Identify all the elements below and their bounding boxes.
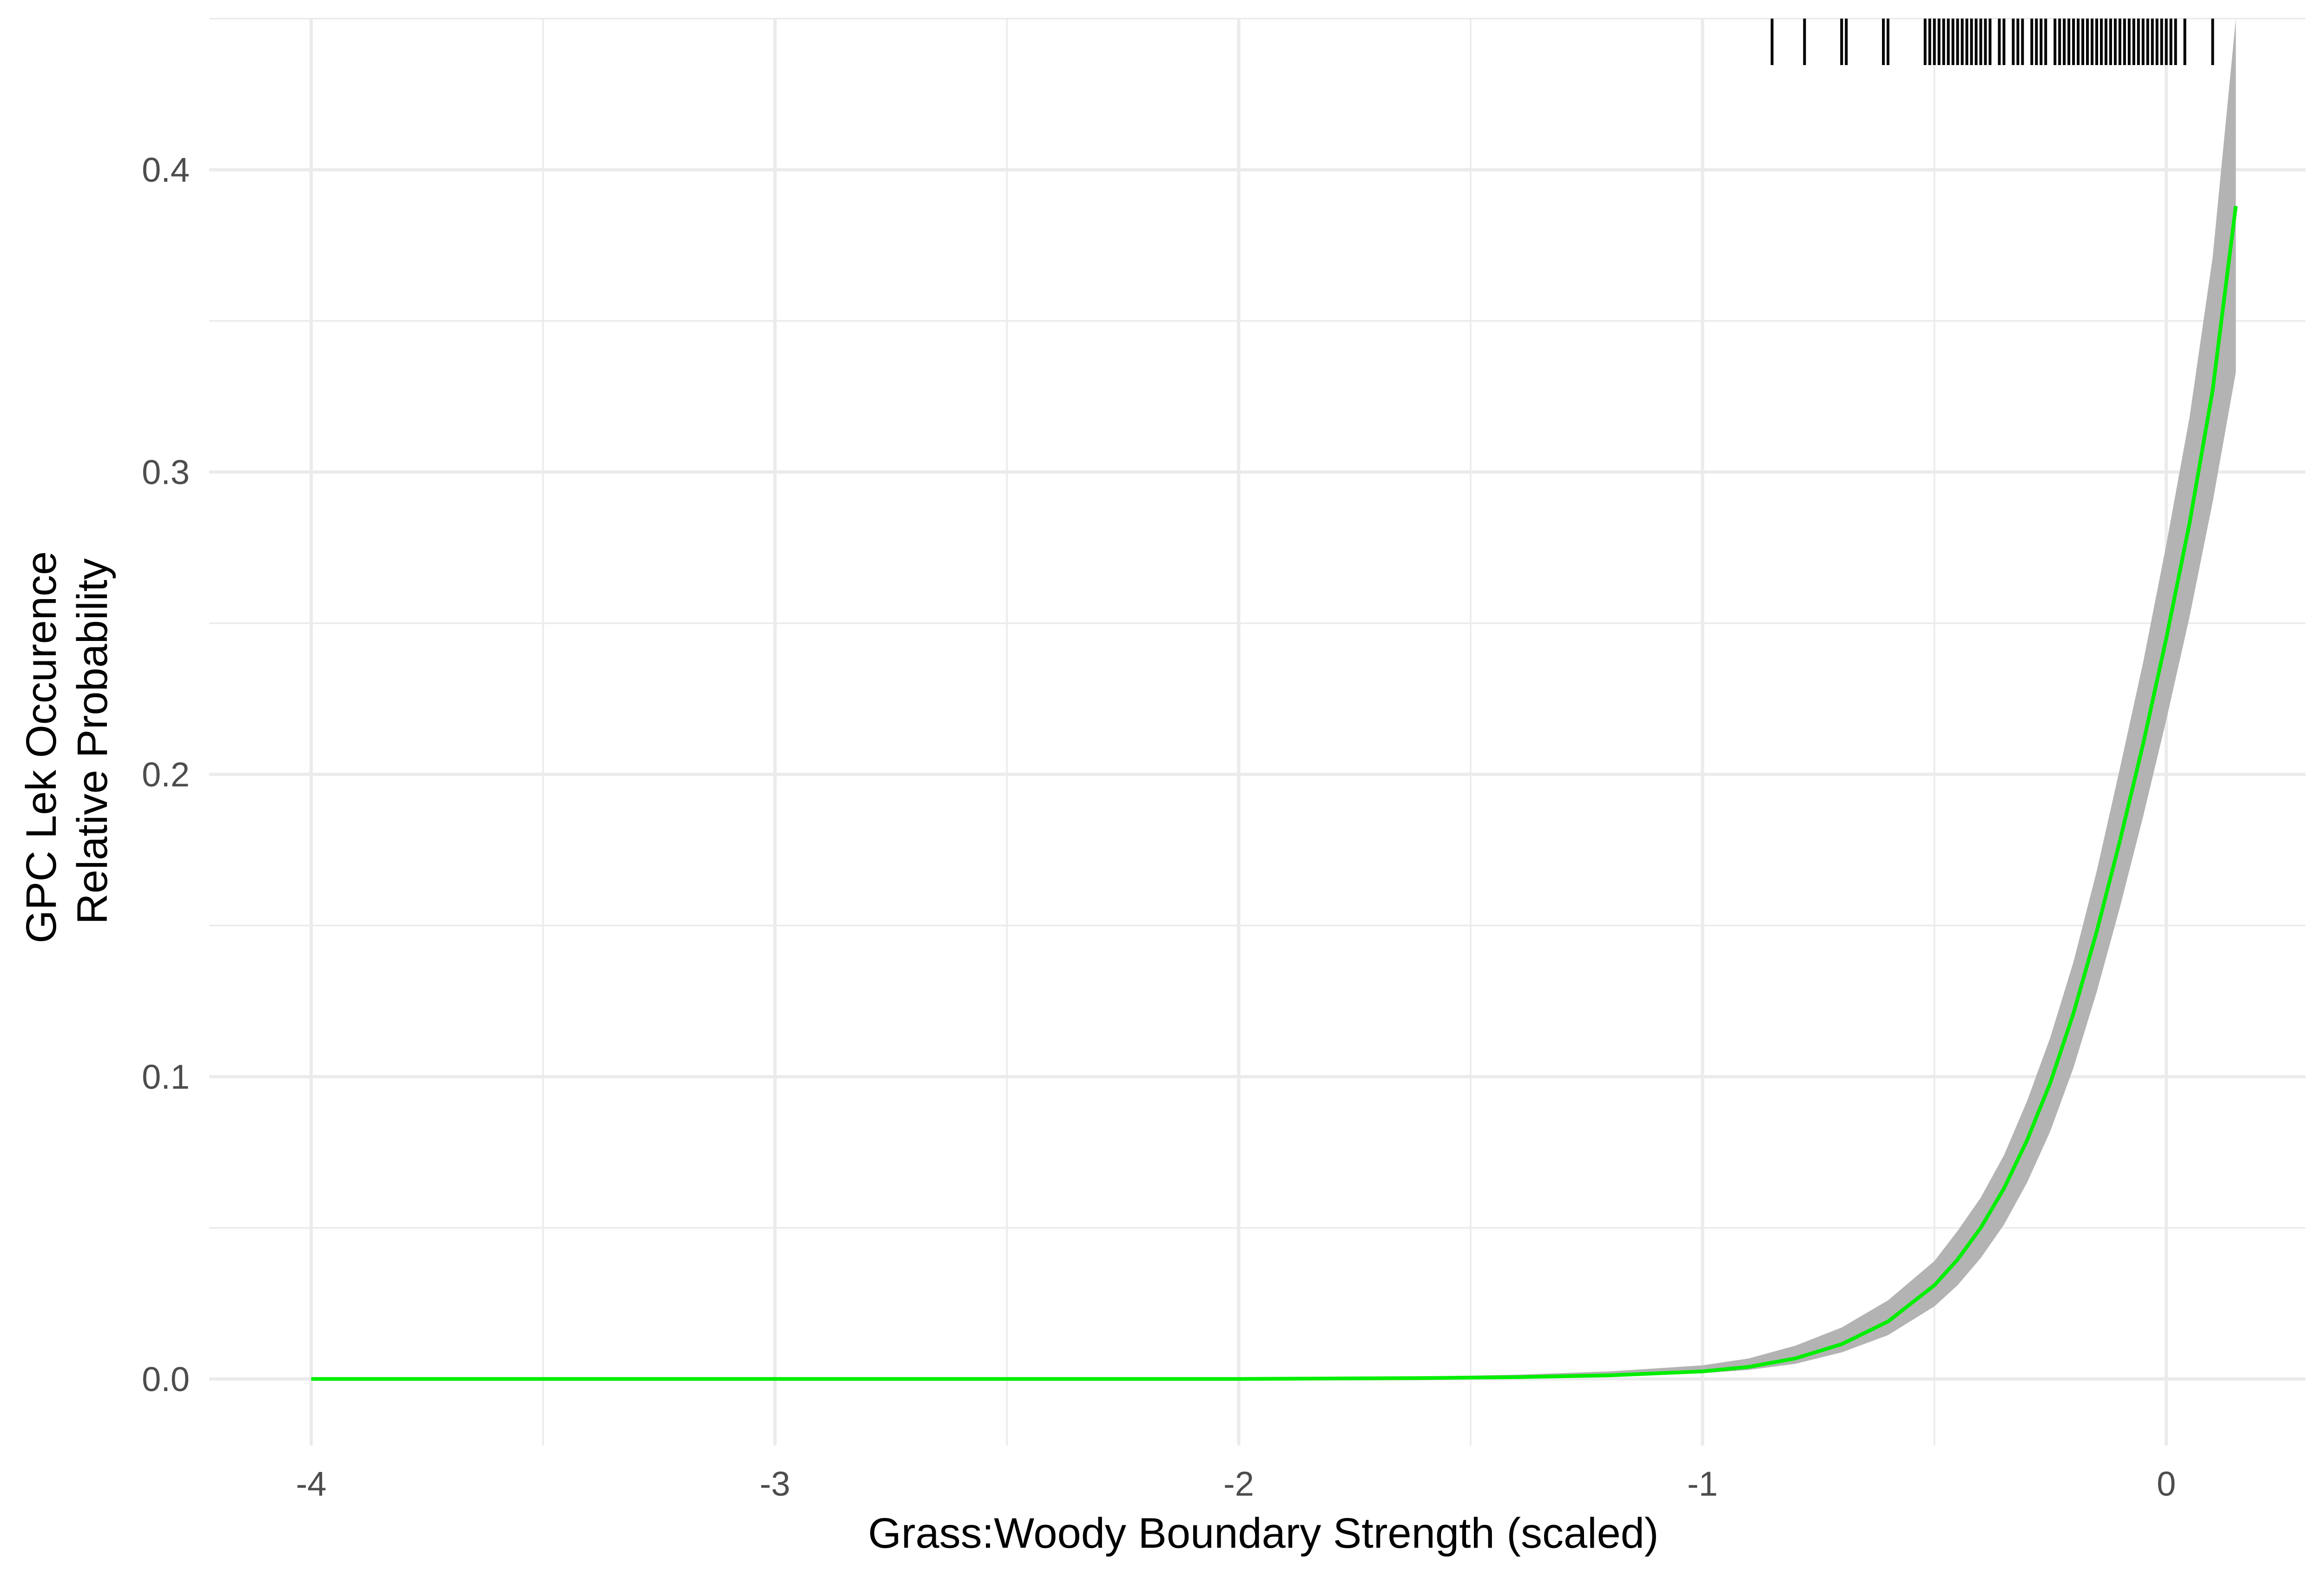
x-tick-label-1: -3 — [759, 1465, 790, 1503]
y-tick-label-2: 0.2 — [142, 755, 190, 794]
y-tick-labels: 0.0 0.1 0.2 0.3 0.4 — [142, 151, 190, 1399]
y-tick-label-3: 0.3 — [142, 453, 190, 492]
y-axis-title-line-1: GPC Lek Occurence — [18, 551, 65, 944]
x-tick-label-4: 0 — [2157, 1465, 2176, 1503]
y-axis-title: GPC Lek Occurence Relative Probability — [18, 539, 116, 943]
confidence-band — [311, 19, 2236, 1379]
y-tick-label-4: 0.4 — [142, 151, 190, 189]
x-tick-label-3: -1 — [1687, 1465, 1718, 1503]
x-axis-title: Grass:Woody Boundary Strength (scaled) — [868, 1510, 1658, 1557]
x-tick-label-2: -2 — [1223, 1465, 1254, 1503]
rug-layer — [1770, 19, 2214, 65]
x-tick-label-0: -4 — [296, 1465, 327, 1503]
y-tick-label-1: 0.1 — [142, 1057, 190, 1096]
minor-gridlines — [209, 18, 2305, 1445]
y-axis-title-line-2: Relative Probability — [69, 558, 116, 924]
fitted-line — [311, 205, 2238, 1381]
major-gridlines — [209, 19, 2305, 1445]
confidence-band-layer — [311, 19, 2236, 1379]
fitted-line-layer — [311, 205, 2238, 1381]
x-tick-labels: -4 -3 -2 -1 0 — [296, 1465, 2176, 1503]
y-tick-label-0: 0.0 — [142, 1360, 190, 1399]
